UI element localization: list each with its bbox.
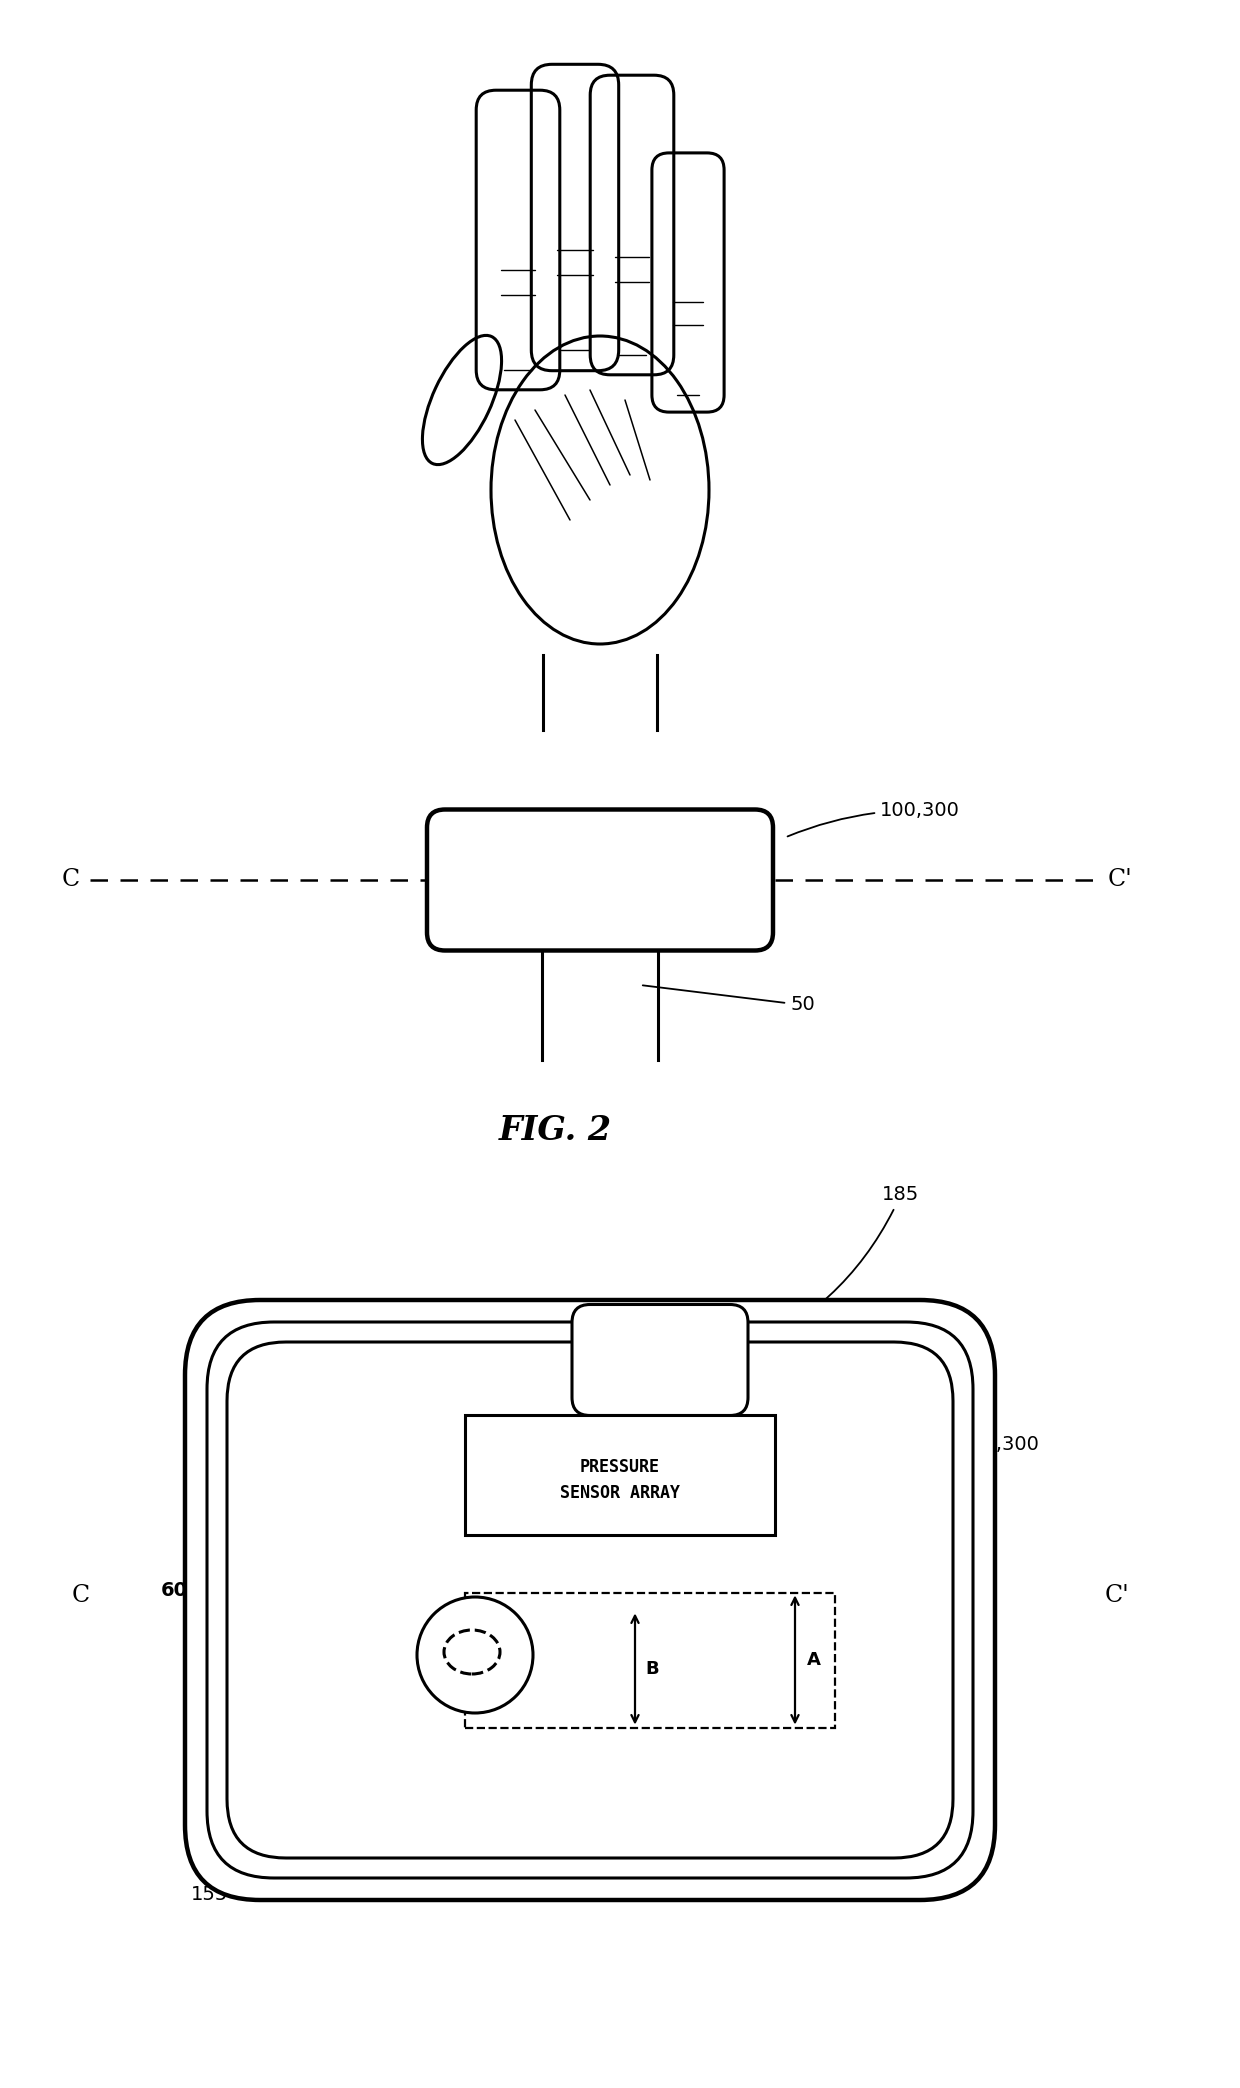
FancyBboxPatch shape [185, 1301, 994, 1900]
Text: 60: 60 [161, 1581, 409, 1654]
Bar [465, 1416, 775, 1535]
Text: C: C [72, 1583, 91, 1606]
Bar [465, 1593, 835, 1727]
Text: 50: 50 [642, 986, 815, 1015]
FancyBboxPatch shape [590, 75, 673, 376]
FancyBboxPatch shape [476, 90, 559, 390]
Circle shape [417, 1597, 533, 1712]
Text: PRESSURE: PRESSURE [580, 1457, 660, 1476]
Text: SENSOR ARRAY: SENSOR ARRAY [560, 1485, 680, 1501]
Text: B: B [645, 1660, 658, 1679]
Text: C: C [62, 869, 81, 892]
Text: C': C' [1109, 869, 1133, 892]
Text: A: A [807, 1652, 821, 1668]
Text: 100,300: 100,300 [787, 800, 960, 837]
Ellipse shape [490, 334, 711, 645]
Text: 155: 155 [191, 1812, 358, 1904]
Ellipse shape [423, 336, 501, 466]
FancyBboxPatch shape [531, 65, 619, 372]
Text: 185: 185 [738, 1186, 919, 1353]
FancyBboxPatch shape [572, 1305, 748, 1416]
Text: C': C' [1105, 1583, 1130, 1606]
Text: 110: 110 [217, 1430, 467, 1460]
FancyBboxPatch shape [652, 152, 724, 411]
Bar [465, 1416, 775, 1535]
Text: FIG. 2: FIG. 2 [498, 1113, 611, 1146]
Text: 100,300: 100,300 [892, 1437, 1040, 1539]
Text: 50: 50 [942, 1712, 985, 1764]
FancyBboxPatch shape [427, 810, 773, 950]
